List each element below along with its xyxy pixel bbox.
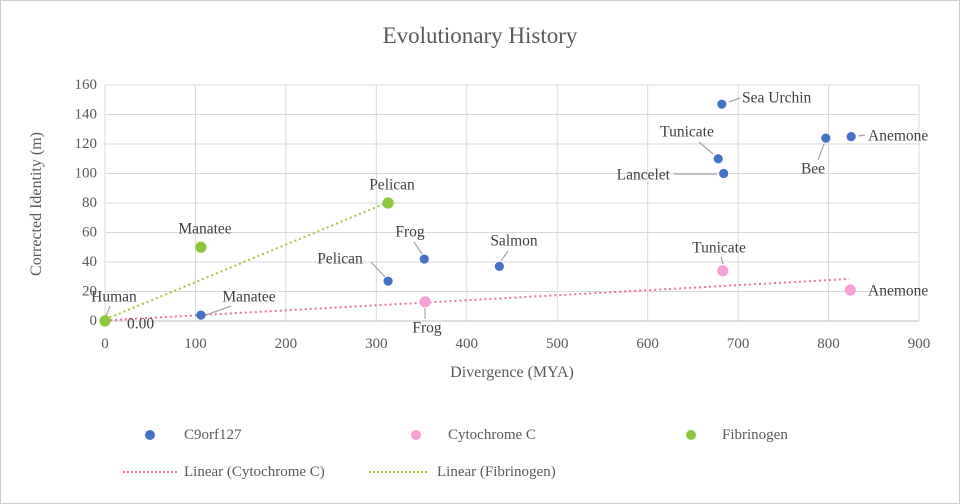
leader-line-c9orf127-pelican: [370, 261, 386, 278]
data-point-c9orf127-anemone: [846, 132, 856, 142]
plot-area: 0 20 40 60 80 100 120 140 160 0 100 200 300 400 500 600…: [75, 77, 931, 352]
point-label-c9orf127-lancelet: Lancelet: [617, 167, 671, 184]
x-tick-label-0: 0: [101, 336, 109, 352]
y-tick-label-60: 60: [82, 225, 97, 241]
point-label-cytochrome-c-anemone: Anemone: [868, 283, 928, 300]
leader-line-c9orf127-tunicate: [698, 141, 714, 155]
leader-line-c9orf127-bee: [817, 143, 825, 161]
y-tick-label-100: 100: [75, 166, 98, 182]
y-tick-label-40: 40: [82, 254, 97, 270]
point-label-fibrinogen-human: Human: [91, 289, 137, 306]
legend-label-linear-cytochrome-c: Linear (Cytochrome C): [184, 464, 325, 480]
leader-line-c9orf127-manatee: [205, 305, 232, 316]
trendline-linear-fibrinogen: [104, 201, 389, 321]
data-point-c9orf127-salmon: [494, 261, 504, 272]
data-point-fibrinogen-pelican: [382, 197, 394, 209]
leader-line-cytochrome-c-tunicate: [720, 256, 724, 265]
y-tick-label-140: 140: [75, 107, 98, 123]
data-point-fibrinogen-human: [99, 315, 111, 327]
legend-marker-c9orf127: [145, 430, 155, 440]
x-tick-label-600: 600: [636, 336, 659, 352]
y-axis-title: Corrected Identity (m): [28, 132, 45, 276]
legend-label-c9orf127: C9orf127: [184, 427, 242, 443]
data-point-cytochrome-c-anemone: [844, 284, 856, 296]
x-tick-label-700: 700: [727, 336, 750, 352]
value-label-fibrinogen-0-00: 0.00: [127, 316, 154, 333]
y-tick-label-20: 20: [82, 284, 97, 300]
point-label-c9orf127-bee: Bee: [801, 161, 825, 178]
x-tick-label-100: 100: [184, 336, 207, 352]
point-label-c9orf127-pelican: Pelican: [317, 251, 363, 268]
y-tick-label-80: 80: [82, 195, 97, 211]
leader-line-c9orf127-anemone: [857, 134, 866, 137]
point-label-fibrinogen-pelican: Pelican: [369, 177, 415, 194]
legend-label-linear-fibrinogen: Linear (Fibrinogen): [437, 464, 556, 480]
legend-marker-fibrinogen: [686, 430, 696, 440]
x-axis-title: Divergence (MYA): [450, 364, 574, 381]
point-label-c9orf127-tunicate: Tunicate: [660, 124, 714, 141]
x-tick-label-300: 300: [365, 336, 388, 352]
y-tick-label-120: 120: [75, 136, 98, 152]
leader-line-fibrinogen-human: [105, 305, 111, 317]
point-label-c9orf127-sea-urchin: Sea Urchin: [742, 90, 812, 107]
point-label-c9orf127-anemone: Anemone: [868, 128, 928, 145]
y-tick-label-160: 160: [75, 77, 98, 93]
legend-marker-linear-fibrinogen: [369, 471, 427, 473]
chart-title: Evolutionary History: [382, 23, 578, 48]
data-point-c9orf127-bee: [821, 133, 831, 143]
leader-line-c9orf127-frog: [413, 241, 423, 255]
x-tick-label-500: 500: [546, 336, 569, 352]
legend-marker-linear-cytochrome-c: [123, 471, 177, 473]
x-tick-label-400: 400: [456, 336, 479, 352]
data-point-fibrinogen-manatee: [195, 241, 207, 253]
y-tick-label-0: 0: [90, 313, 98, 329]
point-label-c9orf127-salmon: Salmon: [490, 233, 538, 250]
data-point-c9orf127-manatee: [196, 310, 206, 320]
point-label-cytochrome-c-frog: Frog: [412, 320, 442, 337]
legend-label-cytochrome-c: Cytochrome C: [448, 427, 536, 443]
x-tick-label-200: 200: [275, 336, 298, 352]
data-point-cytochrome-c-frog: [419, 296, 431, 308]
data-point-c9orf127-sea-urchin: [717, 99, 727, 109]
x-tick-label-900: 900: [908, 336, 931, 352]
leader-line-c9orf127-sea-urchin: [728, 97, 741, 103]
data-point-cytochrome-c-tunicate: [717, 265, 729, 277]
point-label-c9orf127-manatee: Manatee: [222, 289, 275, 306]
point-label-fibrinogen-manatee: Manatee: [178, 221, 231, 238]
data-point-c9orf127-tunicate: [713, 154, 723, 164]
trendline-linear-cytochrome-c: [104, 277, 850, 322]
point-label-c9orf127-frog: Frog: [395, 224, 425, 241]
legend-marker-cytochrome-c: [411, 430, 421, 440]
point-label-cytochrome-c-tunicate: Tunicate: [692, 240, 746, 257]
x-tick-label-800: 800: [817, 336, 840, 352]
legend-label-fibrinogen: Fibrinogen: [722, 427, 788, 443]
leader-line-c9orf127-salmon: [500, 250, 509, 262]
data-point-c9orf127-frog: [419, 254, 429, 264]
data-point-c9orf127-pelican: [383, 276, 393, 286]
data-point-c9orf127-lancelet: [719, 168, 729, 179]
